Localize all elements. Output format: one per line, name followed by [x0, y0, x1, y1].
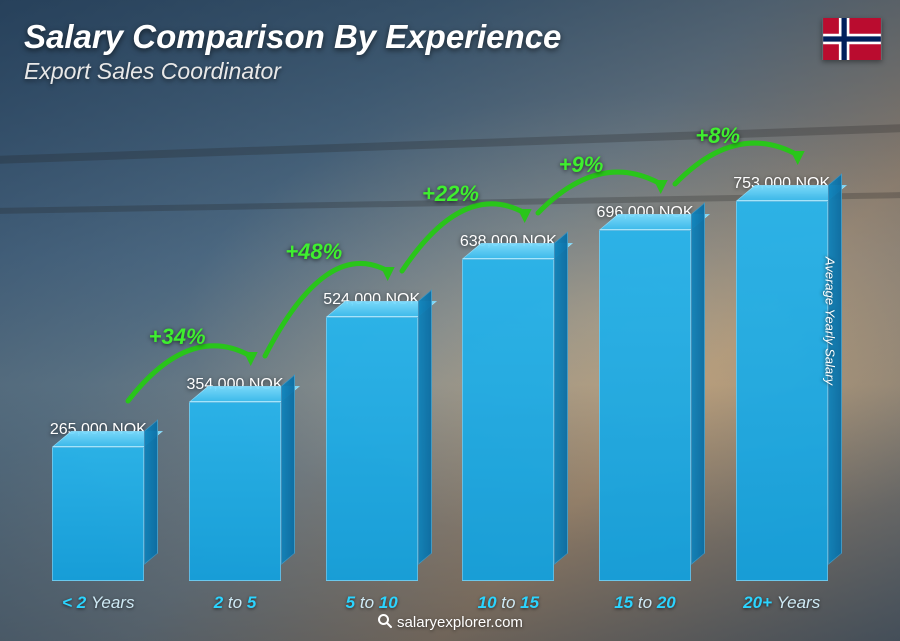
bar-front-face — [736, 201, 828, 581]
bar-front-face — [462, 259, 554, 581]
bar-group: 638,000 NOK 10 to 15 — [440, 100, 577, 581]
footer: salaryexplorer.com — [0, 613, 900, 633]
bar-3d — [189, 402, 281, 581]
bar-3d — [52, 447, 144, 581]
page-title: Salary Comparison By Experience — [24, 18, 876, 56]
bar-group: 265,000 NOK < 2 Years — [30, 100, 167, 581]
magnifier-icon — [377, 613, 393, 633]
bar-category-label: 20+ Years — [743, 593, 820, 613]
norway-flag-icon — [822, 18, 882, 60]
bar-3d — [736, 201, 828, 581]
bar-front-face — [52, 447, 144, 581]
pct-increase-badge: +8% — [695, 123, 740, 149]
bar-3d — [462, 259, 554, 581]
y-axis-label: Average Yearly Salary — [822, 256, 837, 384]
bar-category-label: 10 to 15 — [478, 593, 539, 613]
pct-increase-badge: +34% — [149, 324, 206, 350]
bar-front-face — [326, 317, 418, 581]
bar-side-face — [281, 374, 295, 565]
bar-front-face — [189, 402, 281, 581]
bar-side-face — [144, 419, 158, 565]
bar-category-label: 2 to 5 — [214, 593, 257, 613]
pct-increase-badge: +9% — [559, 152, 604, 178]
page-subtitle: Export Sales Coordinator — [24, 58, 876, 85]
bar-category-label: 15 to 20 — [614, 593, 675, 613]
bar-side-face — [554, 231, 568, 565]
header: Salary Comparison By Experience Export S… — [24, 18, 876, 85]
bar-front-face — [599, 230, 691, 581]
bar-category-label: < 2 Years — [62, 593, 134, 613]
pct-increase-badge: +48% — [285, 239, 342, 265]
bar-group: 524,000 NOK 5 to 10 — [303, 100, 440, 581]
bar-side-face — [691, 202, 705, 565]
bar-category-label: 5 to 10 — [346, 593, 398, 613]
bar-3d — [599, 230, 691, 581]
bar-side-face — [418, 289, 432, 565]
bar-3d — [326, 317, 418, 581]
salary-bar-chart: 265,000 NOK < 2 Years 354,000 NOK 2 to 5… — [30, 100, 850, 581]
footer-text: salaryexplorer.com — [397, 614, 523, 631]
pct-increase-badge: +22% — [422, 181, 479, 207]
